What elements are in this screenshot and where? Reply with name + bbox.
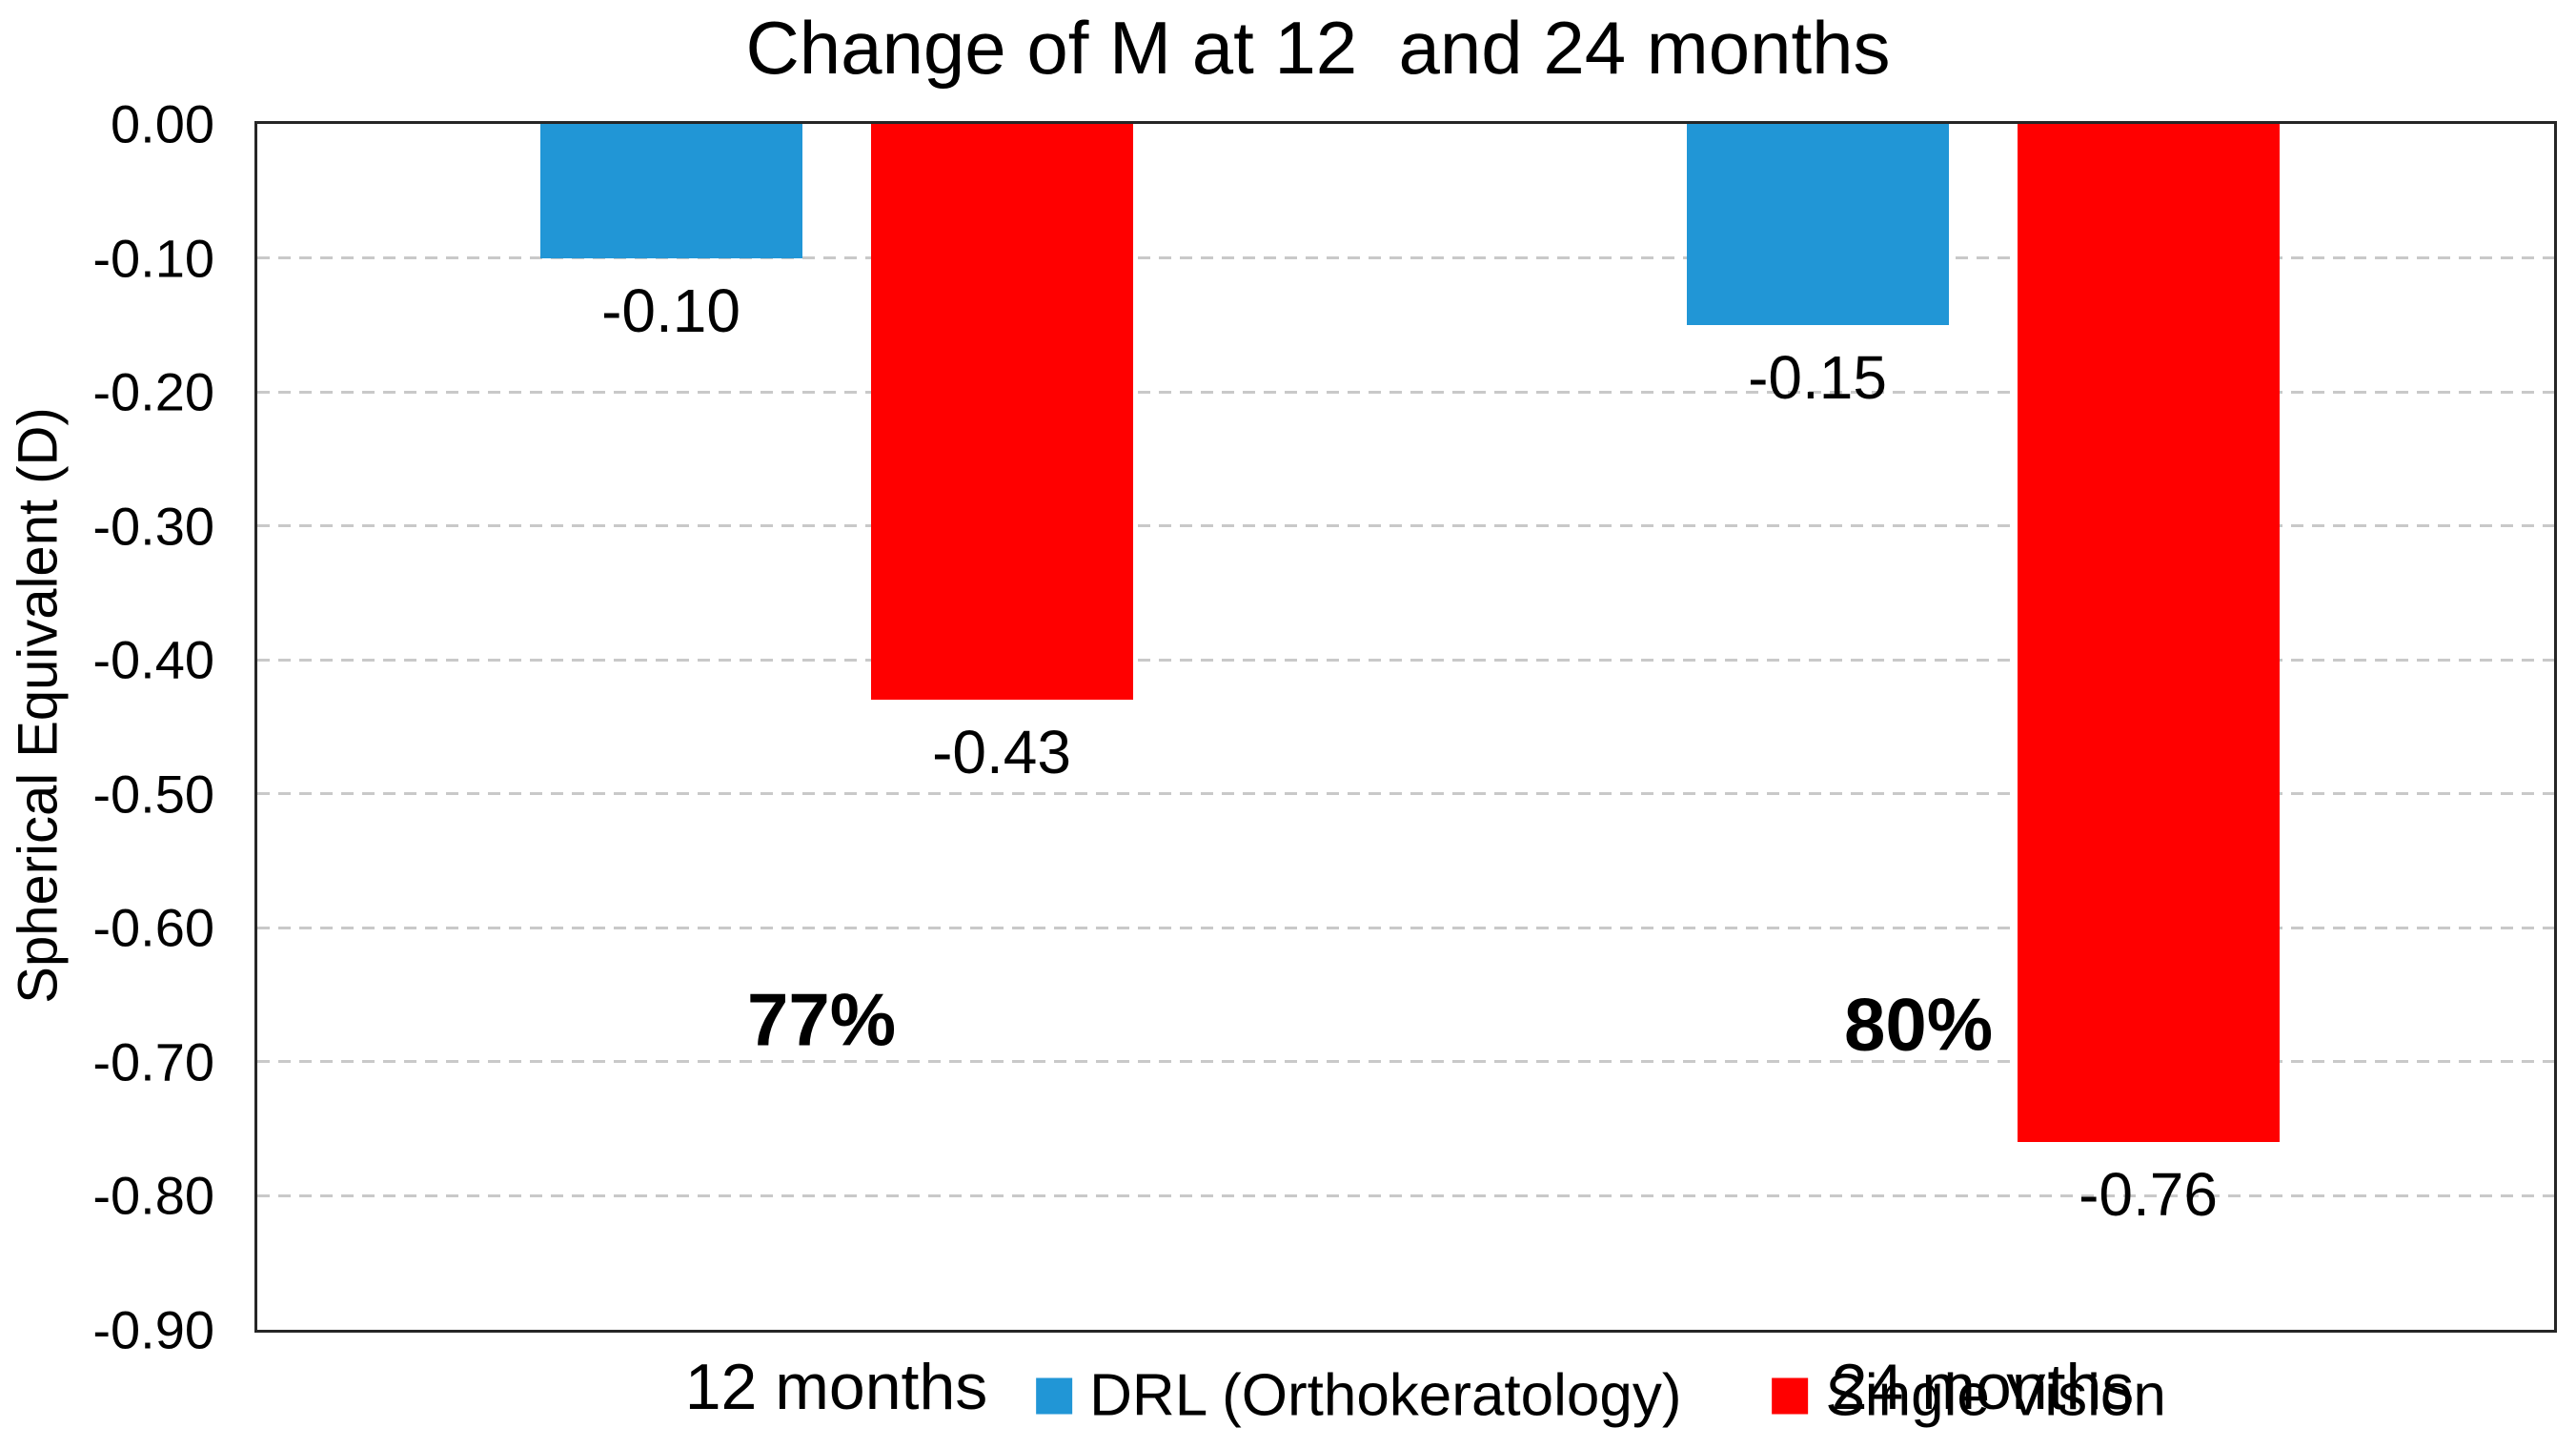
- y-tick-label: -0.30: [92, 496, 214, 557]
- percent-annotation: 77%: [746, 977, 897, 1062]
- gridline: [257, 524, 2554, 528]
- y-tick-label: -0.20: [92, 361, 214, 422]
- bar-single-vision-12-months: [870, 124, 1133, 701]
- legend-swatch: [1036, 1377, 1073, 1414]
- y-tick-label: -0.80: [92, 1165, 214, 1226]
- gridline: [257, 390, 2554, 394]
- legend-item: DRL (Orthokeratology): [1036, 1362, 1682, 1430]
- x-axis-label: 12 months: [684, 1351, 988, 1423]
- y-tick-label: -0.90: [92, 1299, 214, 1360]
- y-tick-label: -0.10: [92, 228, 214, 289]
- x-axis-label: 24 months: [1831, 1351, 2135, 1423]
- gridline: [257, 1193, 2554, 1197]
- gridline: [257, 256, 2554, 260]
- bar-single-vision-24-months: [2017, 124, 2280, 1143]
- bar-data-label: -0.43: [932, 718, 1071, 787]
- chart-title: Change of M at 12 and 24 months: [745, 6, 1891, 90]
- bar-data-label: -0.10: [601, 275, 740, 345]
- y-tick-label: 0.00: [111, 93, 214, 154]
- legend-item: Single Vision: [1772, 1362, 2166, 1430]
- bar-data-label: -0.15: [1748, 342, 1887, 412]
- percent-annotation: 80%: [1843, 982, 1994, 1067]
- y-tick-label: -0.60: [92, 897, 214, 958]
- gridline: [257, 1060, 2554, 1064]
- y-tick-label: -0.70: [92, 1031, 214, 1092]
- plot-area: -0.10 -0.43 -0.15 -0.76 77% 80% DRL (Orthoke…: [254, 121, 2557, 1429]
- y-tick-label: -0.50: [92, 764, 214, 825]
- legend-label: Single Vision: [1825, 1362, 2166, 1429]
- legend-swatch: [1772, 1377, 1809, 1414]
- legend-label: DRL (Orthokeratology): [1089, 1362, 1682, 1429]
- y-axis-tick-labels: 0.00 -0.10 -0.20 -0.30 -0.40 -0.50 -0.60 -0.70 -…: [0, 0, 214, 1448]
- gridline: [257, 658, 2554, 662]
- gridline: [257, 792, 2554, 796]
- bar-drl-24-months: [1686, 124, 1949, 325]
- bar-data-label: -0.76: [2079, 1160, 2218, 1230]
- y-tick-label: -0.40: [92, 629, 214, 690]
- legend: DRL (Orthokeratology) Single Vision: [1036, 1362, 2166, 1430]
- bar-drl-12-months: [539, 124, 802, 258]
- gridline: [257, 926, 2554, 929]
